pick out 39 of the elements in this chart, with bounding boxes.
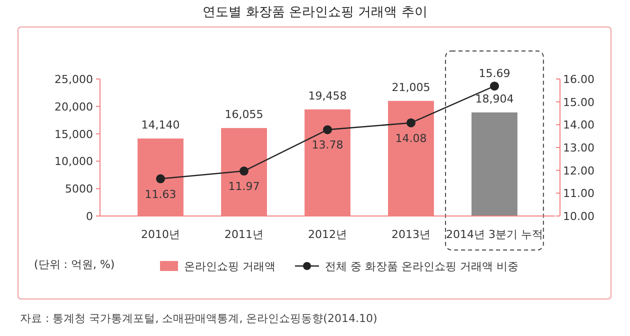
data-label: 15.69: [478, 67, 510, 80]
point: [323, 125, 332, 134]
bar: [472, 112, 518, 216]
data-label: 11.63: [144, 188, 176, 201]
x-tick-label: 2010년: [141, 228, 180, 241]
y-tick-label: 10,000: [54, 155, 93, 168]
data-label: 19,458: [308, 89, 347, 102]
x-tick-label: 2013년: [391, 228, 430, 241]
point: [240, 166, 249, 176]
y-tick-label: 15,000: [54, 128, 93, 141]
y-tick-label: 0: [86, 210, 93, 223]
y2-tick-label: 16.00: [563, 73, 594, 86]
data-label: 13.78: [312, 138, 344, 152]
y-tick-label: 5000: [65, 182, 93, 196]
y2-tick-label: 15.00: [563, 96, 594, 109]
point: [156, 174, 166, 184]
y-tick-label: 20,000: [54, 100, 93, 114]
x-tick-label: 2011년: [224, 228, 264, 241]
data-label: 18,904: [475, 92, 514, 106]
data-label: 14,140: [141, 118, 180, 132]
text: 자료 : 통계청 국가통계포털, 소매판매액통계, 온라인쇼핑동향(2014.10): [20, 312, 378, 325]
legend-label: 온라인쇼핑 거래액: [184, 260, 276, 273]
y2-tick-label: 14.00: [563, 118, 594, 132]
legend-label: 전체 중 화장품 온라인쇼핑 거래액 비중: [325, 260, 518, 273]
x-tick-label: 2012년: [308, 228, 347, 241]
y2-tick-label: 10.00: [563, 210, 594, 223]
data-label: 11.97: [228, 180, 260, 194]
chart-title: 연도별 화장품 온라인쇼핑 거래액 추이: [202, 5, 428, 20]
y2-tick-label: 12.00: [563, 164, 594, 178]
y2-tick-label: 11.00: [563, 187, 594, 200]
point: [490, 82, 499, 91]
y2-tick-label: 13.00: [563, 142, 594, 154]
data-label: 14.08: [395, 132, 427, 145]
data-label: 16,055: [224, 108, 264, 122]
point: [406, 118, 416, 128]
x-tick-label: 2014년 3분기 누적: [446, 228, 543, 241]
text: (단위 : 억원, %): [34, 258, 115, 271]
y-tick-label: 25,000: [54, 73, 93, 86]
data-label: 21,005: [392, 80, 430, 94]
